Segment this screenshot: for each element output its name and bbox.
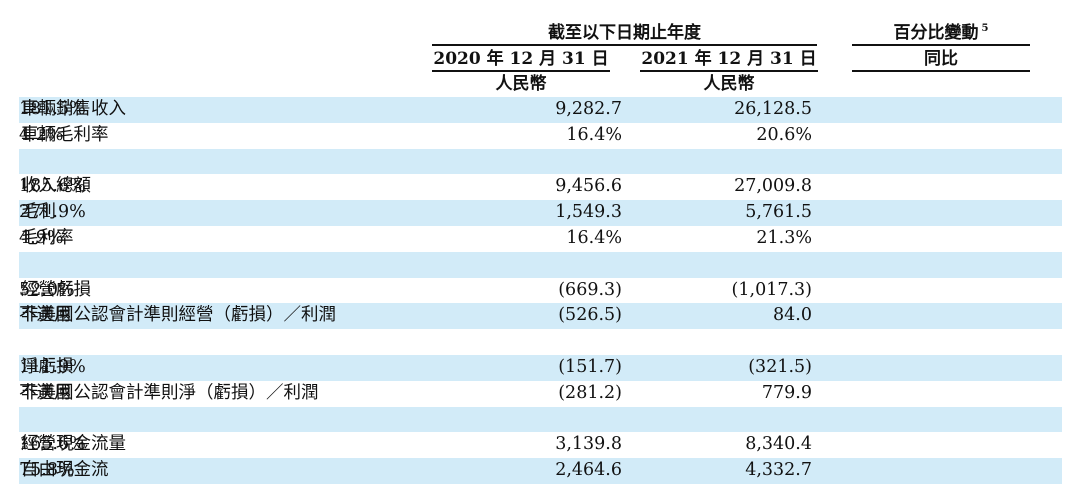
value-2020: 16.4% [566, 124, 622, 145]
value-2020: (281.2) [558, 382, 622, 403]
table-row: 車輛銷售收入 9,282.7 26,128.5 181.5% [19, 97, 1062, 123]
change-footnote: 5 [981, 23, 989, 35]
row-label: 毛利 [21, 202, 56, 223]
table-row: 非美國公認會計準則淨（虧損）／利潤 (281.2) 779.9 不適用 [19, 381, 1062, 407]
table-row [19, 251, 1062, 278]
column-rule-2021 [640, 70, 818, 72]
change-group-rule [852, 44, 1030, 46]
table-row: 淨虧損 (151.7) (321.5) 111.9% [19, 354, 1062, 381]
table-row: 毛利率 16.4% 21.3% 4.9% [19, 226, 1062, 252]
value-2021: 84.0 [773, 305, 812, 326]
value-2020: 3,139.8 [555, 434, 622, 455]
currency-label-2021: 人民幣 [703, 74, 755, 94]
value-2020: (669.3) [558, 279, 622, 300]
value-yoy: 185.6% [19, 176, 86, 197]
column-rule-2020 [432, 70, 610, 72]
value-2021: (1,017.3) [731, 279, 812, 300]
value-2020: 2,464.6 [555, 460, 622, 481]
value-2021: 779.9 [761, 382, 812, 403]
value-2021: 27,009.8 [734, 176, 812, 197]
table-row: 毛利 1,549.3 5,761.5 271.9% [19, 200, 1062, 226]
column-rule-yoy [852, 70, 1030, 72]
table-row: 收入總額 9,456.6 27,009.8 185.6% [19, 174, 1062, 200]
row-label: 經營現金流量 [21, 434, 126, 455]
row-label: 非美國公認會計準則淨（虧損）／利潤 [21, 382, 319, 403]
value-yoy: 111.9% [19, 356, 86, 377]
row-label: 車輛毛利率 [21, 124, 109, 145]
table-row [19, 329, 1062, 355]
value-2021: 5,761.5 [745, 202, 812, 223]
column-header-2020: 2020 年 12 月 31 日 [433, 49, 609, 69]
value-2021: 8,340.4 [745, 434, 812, 455]
row-label: 經營虧損 [21, 279, 91, 300]
value-2020: 9,456.6 [555, 176, 622, 197]
change-title: 百分比變動 [893, 23, 979, 43]
value-2021: 4,332.7 [745, 460, 812, 481]
table-row: 經營虧損 (669.3) (1,017.3) 52.0% [19, 278, 1062, 304]
value-yoy: 181.5% [19, 99, 86, 119]
value-2020: 16.4% [566, 227, 622, 248]
value-yoy: 52.0% [19, 279, 75, 300]
table-row: 車輛毛利率 16.4% 20.6% 4.2% [19, 123, 1062, 149]
value-yoy: 不適用 [19, 305, 72, 326]
value-2020: 1,549.3 [555, 202, 622, 223]
currency-label-2020: 人民幣 [495, 74, 547, 94]
column-header-2021: 2021 年 12 月 31 日 [641, 49, 817, 69]
row-label: 自由現金流 [21, 460, 109, 481]
period-group-header: 截至以下日期止年度 [548, 23, 701, 43]
change-group-header: 百分比變動 5 [852, 22, 1030, 44]
table-row [19, 406, 1062, 433]
value-2021: (321.5) [748, 356, 812, 377]
value-yoy: 271.9% [19, 202, 86, 223]
value-yoy: 不適用 [19, 382, 72, 403]
value-yoy: 75.8% [19, 460, 75, 481]
table-row: 經營現金流量 3,139.8 8,340.4 165.6% [19, 432, 1062, 458]
value-2020: (526.5) [558, 305, 622, 326]
period-group-rule [432, 44, 817, 46]
table-row [19, 148, 1062, 175]
value-2020: (151.7) [558, 356, 622, 377]
value-2021: 20.6% [756, 124, 812, 145]
table-row: 自由現金流 2,464.6 4,332.7 75.8% [19, 458, 1062, 484]
table-body: 車輛銷售收入 9,282.7 26,128.5 181.5% 車輛毛利率 16.4% 20.… [19, 97, 1062, 484]
row-label: 毛利率 [21, 227, 74, 248]
row-label: 收入總額 [21, 176, 91, 197]
column-header-yoy: 同比 [924, 49, 958, 69]
value-2020: 9,282.7 [555, 99, 622, 119]
value-yoy: 165.6% [19, 434, 86, 455]
value-yoy: 4.9% [19, 227, 64, 248]
value-2021: 21.3% [756, 227, 812, 248]
row-label: 非美國公認會計準則經營（虧損）／利潤 [21, 305, 336, 326]
table-row: 非美國公認會計準則經營（虧損）／利潤 (526.5) 84.0 不適用 [19, 303, 1062, 330]
row-label: 淨虧損 [21, 356, 74, 377]
value-2021: 26,128.5 [734, 99, 812, 119]
value-yoy: 4.2% [19, 124, 64, 145]
row-label: 車輛銷售收入 [21, 99, 126, 119]
